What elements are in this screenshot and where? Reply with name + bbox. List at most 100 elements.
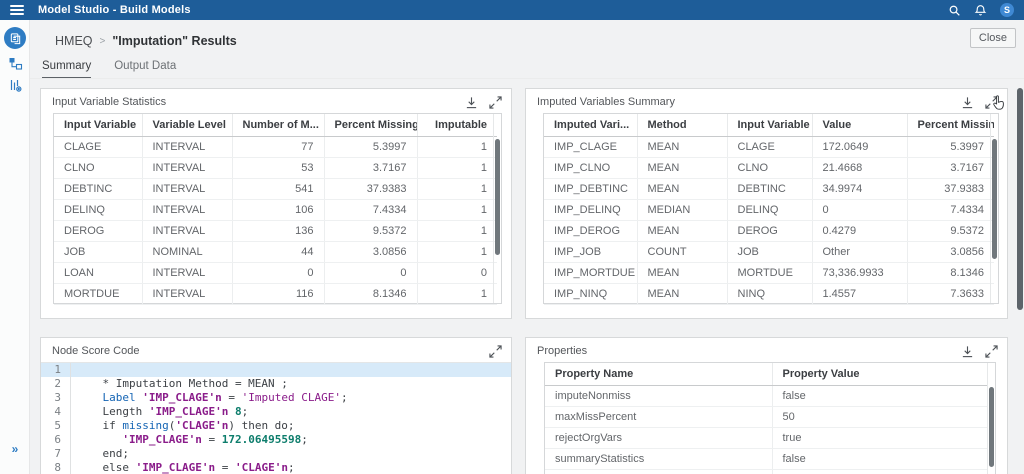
input-statistics-table: Input Variable Variable Level Number of M.… [53, 113, 502, 305]
table-cell: 0 [812, 199, 908, 221]
left-toolbar-rail: » [0, 20, 30, 474]
table-row[interactable]: IMP_CLNO MEAN CLNO 21.4668 3.7167 [544, 157, 994, 179]
table-cell: 7.4334 [907, 199, 994, 221]
table-row[interactable]: summaryStatistics false [545, 448, 987, 470]
line-number: 3 [41, 391, 71, 405]
table-cell: 5.3997 [907, 136, 994, 158]
column-header[interactable]: Number of M... [232, 114, 325, 137]
column-header[interactable]: Property Value [772, 363, 987, 386]
tab-output-data[interactable]: Output Data [114, 60, 177, 72]
rail-item-manage-variables[interactable] [0, 78, 30, 93]
code-line[interactable]: 4 Length 'IMP_CLAGE'n 8; [41, 405, 511, 419]
column-header[interactable]: Imputed Vari... [544, 114, 638, 137]
column-header[interactable]: Value [812, 114, 908, 137]
table-row[interactable]: IMP_NINQ MEAN NINQ 1.4557 7.3633 [544, 283, 994, 305]
column-header[interactable]: Imputable [417, 114, 497, 137]
top-app-bar: Model Studio - Build Models S [0, 0, 1024, 20]
line-number: 1 [41, 363, 71, 377]
code-line[interactable]: 5 if missing('CLAGE'n) then do; [41, 419, 511, 433]
line-number: 8 [41, 461, 71, 474]
code-line[interactable]: 1 [41, 363, 511, 377]
table-row[interactable]: JOB NOMINAL 44 3.0856 1 [54, 241, 497, 263]
table-row[interactable]: maxMissPercent 50 [545, 406, 987, 428]
table-cell: DEROG [727, 220, 813, 242]
table-cell: IMP_DEBTINC [544, 178, 638, 200]
table-cell: COUNT [772, 469, 987, 474]
code-text: if missing('CLAGE'n) then do; [76, 419, 295, 432]
user-avatar[interactable]: S [1000, 3, 1014, 17]
table-cell: 73,336.9933 [812, 262, 908, 284]
maximize-icon[interactable] [489, 95, 502, 109]
table-row[interactable]: IMP_DEBTINC MEAN DEBTINC 34.9974 37.9383 [544, 178, 994, 200]
table-row[interactable]: defClassMethodCOUNT [545, 469, 987, 474]
code-line[interactable]: 3 Label 'IMP_CLAGE'n = 'Imputed CLAGE'; [41, 391, 511, 405]
maximize-icon[interactable] [489, 344, 502, 358]
page-scrollbar-thumb[interactable] [1017, 88, 1023, 310]
table-row[interactable]: rejectOrgVars true [545, 427, 987, 449]
table-cell: 0.4279 [812, 220, 908, 242]
table-cell: 7.4334 [324, 199, 418, 221]
table-row[interactable]: IMP_MORTDUE MEAN MORTDUE 73,336.9933 8.1346 [544, 262, 994, 284]
table-row[interactable]: imputeNonmiss false [545, 385, 987, 407]
download-icon[interactable] [465, 96, 478, 109]
table-row[interactable]: LOAN INTERVAL 0 0 0 [54, 262, 497, 284]
column-header[interactable]: Input Variable [727, 114, 813, 137]
table-cell: 5.3997 [324, 136, 418, 158]
notifications-bell-icon[interactable] [974, 4, 987, 17]
table-cell: 106 [232, 199, 325, 221]
table-cell: MEAN [637, 136, 728, 158]
table-row[interactable]: IMP_JOB COUNT JOB Other 3.0856 [544, 241, 994, 263]
column-header[interactable]: Property Name [545, 363, 773, 386]
code-line[interactable]: 8 else 'IMP_CLAGE'n = 'CLAGE'n; [41, 461, 511, 474]
rail-item-data-active[interactable] [0, 27, 30, 49]
table-row[interactable]: CLNO INTERVAL 53 3.7167 1 [54, 157, 497, 179]
search-icon[interactable] [948, 4, 961, 17]
table-row[interactable]: DELINQ INTERVAL 106 7.4334 1 [54, 199, 497, 221]
table-cell: 50 [772, 406, 987, 428]
column-header[interactable]: Percent Missing [907, 114, 994, 137]
download-icon[interactable] [961, 96, 974, 109]
download-icon[interactable] [961, 345, 974, 358]
imputed-summary-table: Imputed Vari... Method Input Variable Value… [543, 113, 999, 305]
table-cell: IMP_CLAGE [544, 136, 638, 158]
menu-icon[interactable] [10, 5, 24, 15]
maximize-icon[interactable] [985, 95, 998, 109]
table-cell: 53 [232, 157, 325, 179]
table-row[interactable]: MORTDUE INTERVAL 116 8.1346 1 [54, 283, 497, 305]
table-cell: MEAN [637, 262, 728, 284]
table-row[interactable]: IMP_DEROG MEAN DEROG 0.4279 9.5372 [544, 220, 994, 242]
table-cell: 1 [417, 283, 497, 305]
table-row[interactable]: IMP_CLAGE MEAN CLAGE 172.0649 5.3997 [544, 136, 994, 158]
code-text: else 'IMP_CLAGE'n = 'CLAGE'n; [76, 461, 295, 474]
code-text: end; [76, 447, 129, 460]
table-row[interactable]: IMP_DELINQ MEDIAN DELINQ 0 7.4334 [544, 199, 994, 221]
expand-rail-chevrons-icon[interactable]: » [11, 442, 19, 456]
code-text: Label 'IMP_CLAGE'n = 'Imputed CLAGE'; [102, 391, 348, 404]
column-header[interactable]: Method [637, 114, 728, 137]
scrollbar-thumb[interactable] [992, 139, 997, 259]
table-cell: INTERVAL [142, 199, 233, 221]
table-cell: IMP_MORTDUE [544, 262, 638, 284]
code-line[interactable]: 6 'IMP_CLAGE'n = 172.06495598; [41, 433, 511, 447]
table-cell: 34.9974 [812, 178, 908, 200]
table-row[interactable]: DEBTINC INTERVAL 541 37.9383 1 [54, 178, 497, 200]
column-header[interactable]: Input Variable [54, 114, 143, 137]
table-row[interactable]: DEROG INTERVAL 136 9.5372 1 [54, 220, 497, 242]
close-button[interactable]: Close [969, 28, 1016, 48]
table-cell: INTERVAL [142, 262, 233, 284]
table-cell: IMP_CLNO [544, 157, 638, 179]
table-cell: DELINQ [727, 199, 813, 221]
table-row[interactable]: CLAGE INTERVAL 77 5.3997 1 [54, 136, 497, 158]
column-header[interactable]: Variable Level [142, 114, 233, 137]
column-header[interactable]: Percent Missing [324, 114, 418, 137]
maximize-icon[interactable] [985, 344, 998, 358]
scrollbar-thumb[interactable] [495, 139, 500, 255]
breadcrumb-project-link[interactable]: HMEQ [55, 34, 93, 48]
scrollbar-thumb[interactable] [989, 387, 994, 467]
code-line[interactable]: 7 end; [41, 447, 511, 461]
table-cell: 116 [232, 283, 325, 305]
rail-item-pipeline[interactable] [0, 56, 30, 71]
tab-summary[interactable]: Summary [42, 60, 92, 79]
code-line[interactable]: 2 * Imputation Method = MEAN ; [41, 377, 511, 391]
